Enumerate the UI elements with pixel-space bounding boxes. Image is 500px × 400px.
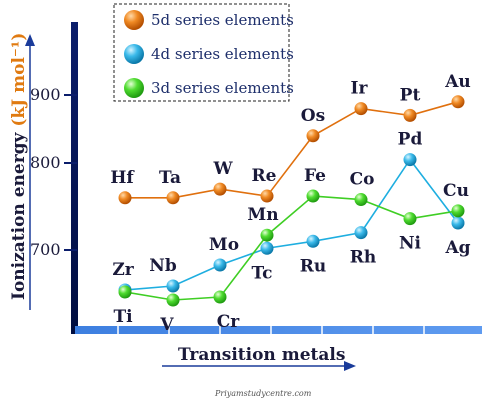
element-label: Os [301, 106, 325, 126]
legend-marker-3d [124, 78, 144, 98]
data-point-4d [306, 234, 320, 248]
data-point-3d [354, 193, 368, 207]
data-point-5d [213, 182, 227, 196]
data-point-4d [166, 279, 180, 293]
data-point-4d [354, 226, 368, 240]
element-label: Fe [304, 166, 326, 186]
element-label: Cu [443, 181, 469, 201]
data-point-3d [260, 228, 274, 242]
element-label: Mn [247, 205, 278, 225]
data-point-5d [166, 191, 180, 205]
element-label: Pt [400, 85, 421, 105]
element-label: Cr [217, 312, 241, 332]
y-axis-ticks: 700 800 900 [30, 85, 77, 259]
data-point-5d [354, 102, 368, 116]
legend-marker-4d [124, 44, 144, 64]
data-point-4d [213, 258, 227, 272]
data-point-5d [403, 108, 417, 122]
element-label: Ni [399, 234, 422, 254]
element-label: Ir [351, 79, 369, 99]
element-label: Hf [110, 168, 135, 188]
element-label: Mo [209, 235, 239, 255]
series-line-3d [124, 195, 459, 301]
element-label: Zr [112, 260, 134, 280]
y-arrow-head [25, 34, 35, 46]
element-label: Ta [159, 168, 181, 188]
legend-label-5d: 5d series elements [151, 11, 294, 29]
legend-marker-5d [124, 10, 144, 30]
element-label: Tc [251, 263, 272, 283]
element-label: Nb [149, 256, 177, 276]
y-tick-label: 800 [30, 153, 61, 172]
y-tick-label: 700 [30, 240, 61, 259]
data-point-5d [118, 191, 132, 205]
element-label: Pd [398, 130, 423, 150]
y-tick-label: 900 [30, 85, 61, 104]
x-axis [75, 326, 482, 334]
data-point-5d [260, 189, 274, 203]
data-point-3d [451, 204, 465, 218]
y-axis [71, 22, 78, 334]
watermark: Priyamstudycentre.com [214, 389, 312, 398]
series-line-5d [125, 101, 459, 199]
data-point-3d [403, 212, 417, 226]
data-point-5d [451, 95, 465, 109]
data-point-4d [260, 241, 274, 255]
legend-label-3d: 3d series elements [151, 79, 294, 97]
y-axis-label: Ionization energy (kJ mol⁻¹) [9, 33, 29, 300]
element-label: Ru [300, 256, 327, 276]
x-axis-ticks [117, 326, 425, 334]
element-label: Re [252, 166, 277, 186]
legend-label-4d: 4d series elements [151, 45, 294, 63]
x-arrow-head [344, 361, 356, 371]
element-label: W [212, 159, 233, 179]
element-label: Rh [350, 248, 377, 268]
series-line-4d [124, 158, 459, 291]
data-point-3d [213, 290, 227, 304]
element-label: Ti [113, 307, 133, 327]
data-point-5d [306, 129, 320, 143]
data-point-4d [403, 153, 417, 167]
data-point-4d [451, 216, 465, 230]
legend: 5d series elements 4d series elements 3d… [113, 3, 294, 102]
element-label: Co [350, 170, 375, 190]
data-point-3d [118, 285, 132, 299]
data-point-3d [306, 189, 320, 203]
x-axis-label: Transition metals [178, 345, 345, 365]
element-label: V [159, 315, 174, 335]
element-label: Au [444, 72, 471, 92]
data-point-3d [166, 293, 180, 307]
element-label: Ag [444, 238, 470, 258]
